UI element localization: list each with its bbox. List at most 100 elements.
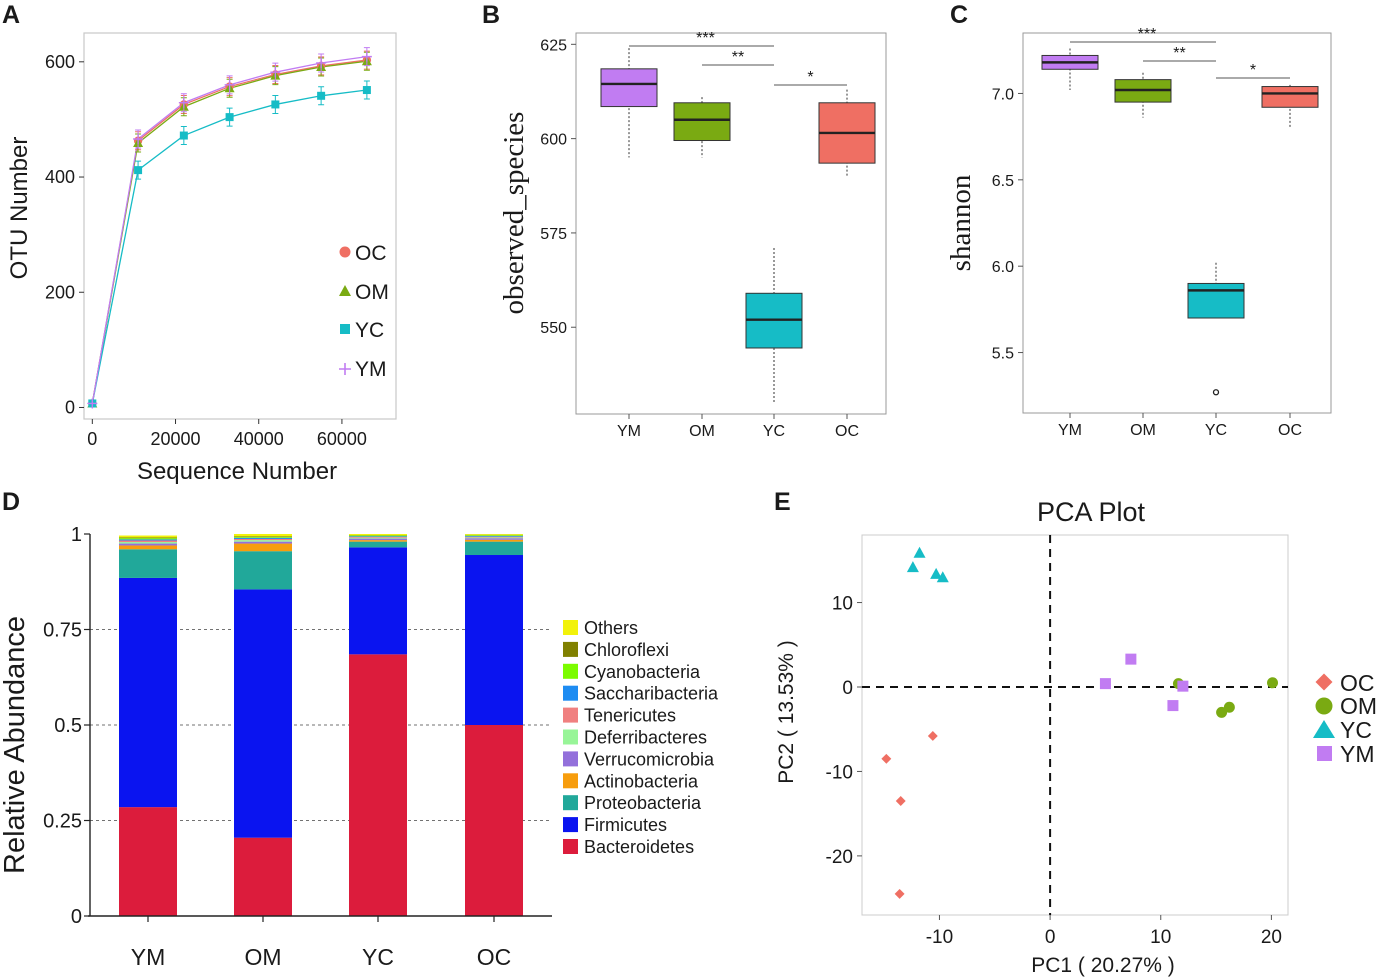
bar-segment-others — [465, 534, 523, 535]
legend-label: OC — [355, 242, 387, 265]
y-tick-label: 0.75 — [43, 620, 82, 642]
x-axis-title: Sequence Number — [137, 458, 337, 485]
point-ym — [1099, 678, 1111, 690]
bar-segment-others — [234, 534, 292, 537]
y-tick-label: 550 — [540, 320, 567, 337]
y-axis-title: PC2 ( 13.53% ) — [775, 640, 798, 784]
significance-label: ** — [1173, 45, 1185, 62]
point-oc — [881, 753, 892, 764]
y-tick-label: 6.5 — [992, 173, 1014, 190]
bar-segment-firmicutes — [465, 555, 523, 725]
legend-swatch — [563, 773, 578, 789]
legend-item-proteobacteria: Proteobacteria — [563, 793, 702, 813]
y-tick-label: 7.0 — [992, 86, 1014, 103]
panel-label-c: C — [950, 1, 968, 29]
bar-segment-firmicutes — [119, 577, 177, 808]
significance-label: ** — [732, 49, 744, 66]
legend-label: Proteobacteria — [584, 793, 702, 813]
legend-swatch — [563, 817, 578, 833]
axis-ticks: 0 20000 40000 60000 0 200 400 600 — [45, 52, 367, 449]
point-om — [1216, 706, 1228, 718]
x-tick-label: OM — [1130, 422, 1156, 439]
point-yc — [179, 131, 188, 140]
y-tick-label: 10 — [832, 594, 853, 615]
point-yc — [913, 546, 926, 558]
legend-swatch — [563, 729, 578, 745]
point-oc — [894, 888, 905, 899]
box-oc — [1261, 86, 1319, 108]
stacked-bars — [119, 534, 523, 916]
point-yc — [225, 113, 234, 122]
legend-label: YM — [355, 358, 387, 381]
point-ym — [1125, 653, 1137, 665]
legend-swatch — [563, 795, 578, 811]
point-yc — [271, 100, 280, 109]
legend-item-oc: OC — [1315, 670, 1375, 696]
legend-label: Tenericutes — [584, 706, 676, 726]
significance-brackets: ****** — [1070, 26, 1290, 79]
point-om — [1223, 701, 1235, 713]
bar-segment-cyanobacteria — [349, 535, 407, 537]
legend-label: Bacteroidetes — [584, 837, 694, 857]
bar-segment-chloroflexi — [234, 536, 292, 538]
legend-swatch — [563, 751, 578, 767]
x-tick-label: 0 — [1045, 927, 1056, 948]
legend-item-oc: OC — [339, 242, 387, 265]
y-tick-label: -20 — [826, 847, 853, 868]
y-tick-label: 200 — [45, 282, 75, 302]
y-tick-label: 0 — [71, 906, 82, 928]
legend-item-yc: YC — [340, 319, 384, 342]
legend-triangle-icon — [339, 285, 351, 296]
bar-segment-cyanobacteria — [465, 535, 523, 536]
reference-lines — [862, 535, 1288, 915]
shannon-boxplot: shannon 5.56.06.57.0YM OM YC OC ****** — [945, 26, 1332, 439]
bar-segment-deferribacteres — [234, 540, 292, 542]
bar-segment-bacteroidetes — [234, 837, 292, 916]
legend-swatch — [563, 641, 578, 657]
legend-label: Chloroflexi — [584, 640, 669, 660]
legend-label: Firmicutes — [584, 815, 667, 835]
legend-item-om: OM — [339, 281, 389, 304]
bar-segment-deferribacteres — [119, 542, 177, 544]
x-tick-label: 10 — [1150, 927, 1171, 948]
point-yc — [906, 561, 919, 573]
legend-item-cyanobacteria: Cyanobacteria — [563, 662, 701, 682]
bar-segment-actinobacteria — [234, 543, 292, 552]
boxes — [600, 48, 876, 403]
legend: OC OM YC YM — [339, 242, 389, 381]
legend-label: Actinobacteria — [584, 771, 699, 791]
rarefaction-chart: Sequence Number OTU Number 0 20000 40000 60… — [6, 32, 397, 485]
pca-scatter-chart: PCA Plot PC1 ( 20.27% ) PC2 ( 13.53% ) -… — [775, 497, 1377, 977]
legend-item-ym: YM — [339, 358, 387, 381]
legend-label: Saccharibacteria — [584, 684, 719, 704]
point-ym — [224, 79, 235, 90]
x-tick-label: YM — [131, 944, 166, 970]
y-tick-label: 6.0 — [992, 259, 1014, 276]
x-tick-label: OC — [477, 944, 512, 970]
legend-item-tenericutes: Tenericutes — [563, 706, 676, 726]
legend-swatch — [563, 663, 578, 679]
x-tick-label: 60000 — [317, 429, 367, 449]
bar-segment-cyanobacteria — [119, 538, 177, 540]
bar-segment-bacteroidetes — [349, 654, 407, 916]
legend-item-actinobacteria: Actinobacteria — [563, 771, 699, 791]
bar-segment-others — [119, 535, 177, 538]
y-tick-label: 625 — [540, 37, 567, 54]
legend-swatch — [563, 707, 578, 723]
axis-ticks: 0 0.25 0.5 0.75 1 YM OM YC OC — [43, 524, 511, 970]
legend-item-ym: YM — [1317, 741, 1375, 767]
legend-item-others: Others — [563, 618, 638, 638]
legend-label: YM — [1340, 741, 1375, 767]
legend-swatch — [563, 620, 578, 635]
point-yc — [930, 567, 943, 579]
bar-segment-firmicutes — [349, 547, 407, 655]
bar-segment-bacteroidetes — [465, 725, 523, 916]
x-tick-label: YM — [617, 423, 641, 440]
point-ym — [270, 67, 281, 78]
bar-segment-tenericutes — [119, 540, 177, 543]
significance-label: *** — [1138, 26, 1157, 43]
legend-square-icon — [1317, 746, 1332, 761]
bar-segment-verrucomicrobia — [349, 538, 407, 541]
scatter-points — [881, 546, 1279, 899]
x-tick-label: 40000 — [234, 429, 284, 449]
